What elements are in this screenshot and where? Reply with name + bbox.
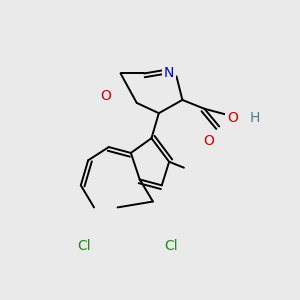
Text: N: N: [164, 66, 174, 80]
Text: Cl: Cl: [77, 239, 91, 253]
Text: O: O: [203, 134, 214, 148]
Text: O: O: [227, 111, 238, 124]
Text: Cl: Cl: [164, 239, 177, 253]
Text: O: O: [100, 88, 111, 103]
Text: H: H: [250, 111, 260, 124]
